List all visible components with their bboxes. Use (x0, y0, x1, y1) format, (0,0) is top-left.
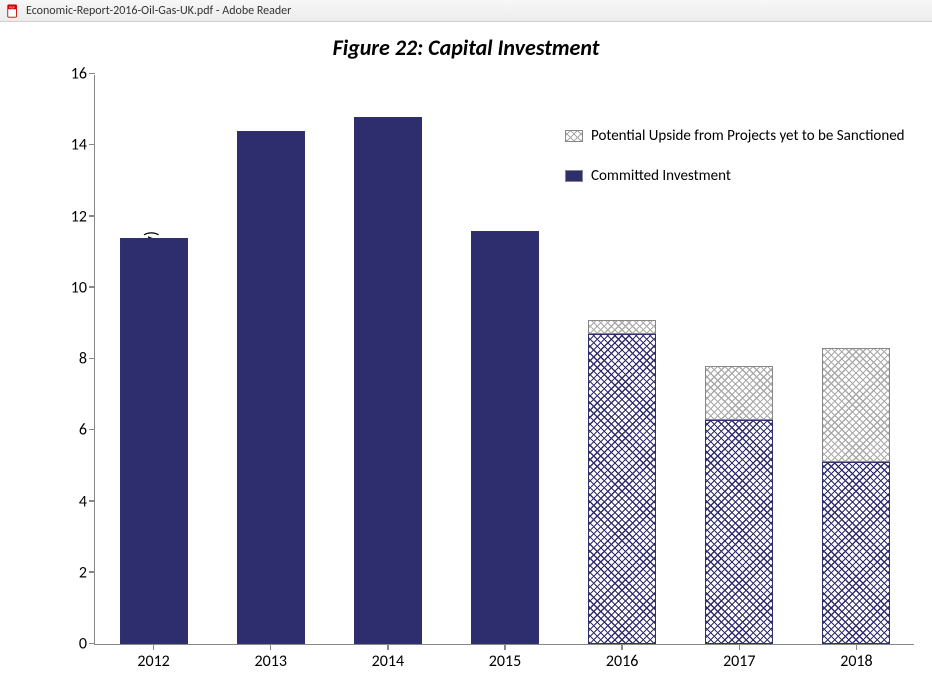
bar-group (588, 74, 656, 644)
bar-segment-committed (705, 420, 773, 644)
plot-region: 0246810121416201220132014201520162017201… (94, 75, 914, 645)
bar-segment-upside (588, 320, 656, 334)
bar-group (471, 74, 539, 644)
bar-segment-committed (120, 238, 188, 644)
y-tick-label: 8 (79, 350, 95, 369)
bar-segment-committed (822, 462, 890, 644)
y-tick-mark (89, 73, 95, 75)
y-tick-label: 4 (79, 492, 95, 511)
bar-group (120, 74, 188, 644)
pdf-icon: PDF (6, 4, 20, 18)
window-title: Economic-Report-2016-Oil-Gas-UK.pdf - Ad… (26, 4, 291, 18)
legend-item: Potential Upside from Projects yet to be… (565, 127, 905, 145)
legend-label: Committed Investment (591, 167, 731, 185)
bar-segment-committed (588, 334, 656, 644)
x-tick-mark (387, 644, 389, 650)
x-tick-mark (270, 644, 272, 650)
legend-swatch (565, 170, 583, 182)
bar-segment-upside (705, 366, 773, 419)
y-tick-label: 10 (71, 278, 95, 297)
bar-group (822, 74, 890, 644)
y-tick-mark (89, 215, 95, 217)
y-tick-mark (89, 500, 95, 502)
bar-group (705, 74, 773, 644)
y-tick-mark (89, 286, 95, 288)
x-tick-mark (504, 644, 506, 650)
y-tick-mark (89, 429, 95, 431)
x-tick-mark (153, 644, 155, 650)
y-tick-label: 14 (71, 136, 95, 155)
legend-item: Committed Investment (565, 167, 731, 185)
y-tick-mark (89, 571, 95, 573)
y-tick-mark (89, 643, 95, 645)
y-tick-label: 0 (79, 635, 95, 654)
x-tick-mark (739, 644, 741, 650)
legend-label: Potential Upside from Projects yet to be… (591, 127, 905, 145)
y-tick-label: 2 (79, 563, 95, 582)
chart-area: Capital Investment (£ Billion - 2015 Mon… (0, 65, 932, 695)
legend-swatch (565, 130, 583, 142)
x-tick-mark (621, 644, 623, 650)
y-tick-mark (89, 144, 95, 146)
bar-group (237, 74, 305, 644)
bar-group (354, 74, 422, 644)
bar-segment-committed (471, 231, 539, 644)
y-tick-label: 16 (71, 65, 95, 84)
figure-title: Figure 22: Capital Investment (0, 34, 932, 61)
svg-text:PDF: PDF (9, 5, 15, 9)
y-tick-label: 6 (79, 421, 95, 440)
window-titlebar: PDF Economic-Report-2016-Oil-Gas-UK.pdf … (0, 0, 932, 22)
y-tick-mark (89, 358, 95, 360)
x-tick-mark (856, 644, 858, 650)
y-tick-label: 12 (71, 207, 95, 226)
bar-segment-committed (237, 131, 305, 644)
bar-segment-committed (354, 117, 422, 644)
bar-segment-upside (822, 348, 890, 462)
